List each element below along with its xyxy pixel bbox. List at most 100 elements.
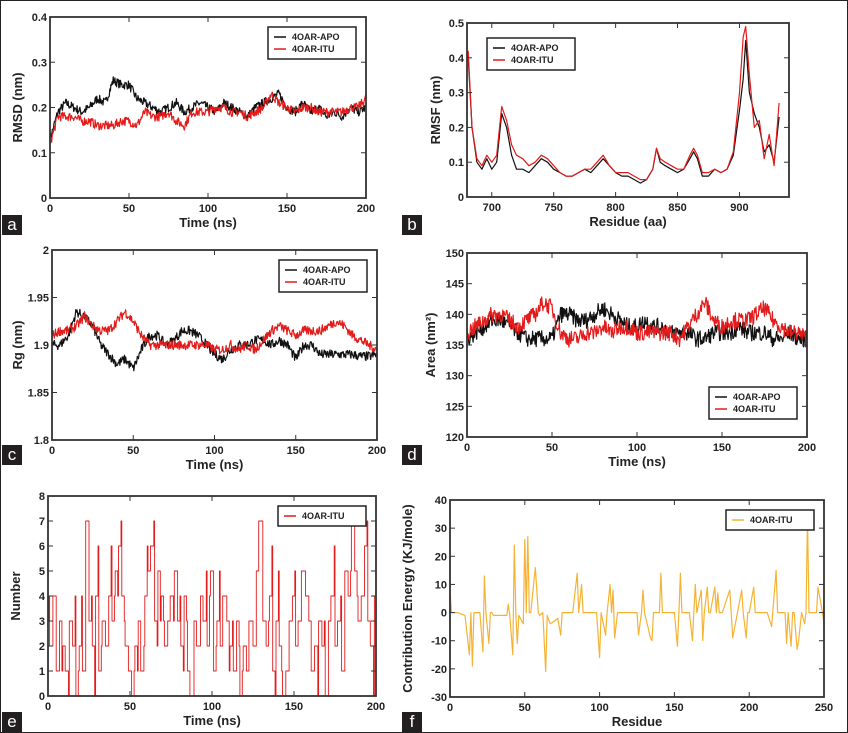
series-c-4oar-itu [51,309,378,355]
y-tick-label: 0.1 [449,157,464,169]
x-axis-label: Time (ns) [183,713,241,728]
x-tick-label: 150 [278,203,296,215]
y-tick-label: 1.8 [34,435,49,447]
y-tick-label: 135 [446,340,464,352]
y-tick-label: 0 [441,608,447,620]
y-tick-label: 1 [39,666,45,678]
x-tick-label: 100 [203,701,221,713]
y-tick-label: 3 [39,616,45,628]
legend-d: 4OAR-APO 4OAR-ITU [708,386,798,420]
y-tick-label: -20 [431,664,447,676]
y-axis-label: RMSD (nm) [10,72,25,142]
x-tick-label: 150 [665,702,683,714]
x-tick-label: 0 [447,702,453,714]
chart-b: 0 0.1 0.2 0.3 0.4 0.5 700 750 800 850 900 Residue (… [428,18,790,229]
x-axis-label: Residue (aa) [589,214,666,229]
chart-a: 0 0.1 0.2 0.3 0.4 0 50 100 150 200 Time (ns) RMSD (… [10,12,375,230]
y-tick-label: 0.4 [449,53,465,65]
plot-area-f [449,499,825,698]
legend-box [708,386,798,420]
chart-d: 120 125 130 135 140 145 150 0 50 100 150 200 Time (n… [423,248,816,469]
legend-entry: 4OAR-APO [292,32,340,42]
panel-label-a: a [2,215,22,235]
x-tick-label: 0 [49,445,55,457]
legend-a: 4OAR-APO 4OAR-ITU [267,26,357,60]
legend-e: 4OAR-ITU [277,505,367,527]
x-tick-label: 150 [713,442,731,454]
y-tick-label: 0 [458,192,464,204]
y-axis-label: Number [8,571,23,620]
y-tick-label: 0 [41,193,47,205]
x-tick-label: 100 [590,702,608,714]
legend-box [267,26,357,60]
x-tick-label: 250 [815,702,833,714]
y-tick-label: 120 [446,432,464,444]
y-tick-label: 1.85 [28,388,49,400]
y-tick-label: 0 [39,691,45,703]
y-tick-label: 130 [446,371,464,383]
y-tick-label: 145 [446,279,464,291]
x-axis-label: Time (ns) [608,454,666,469]
y-tick-label: 0.3 [449,88,464,100]
plot-area-b [466,22,790,198]
legend-entry: 4OAR-ITU [302,511,345,521]
panel-label-b: b [402,215,422,235]
legend-entry: 4OAR-ITU [733,404,776,414]
x-axis-label: Residue [612,714,663,729]
x-tick-label: 100 [205,445,223,457]
y-tick-label: 125 [446,401,464,413]
y-tick-label: 0.4 [32,12,48,24]
panel-label-e: e [2,712,22,732]
y-tick-label: 20 [435,551,447,563]
chart-e: 0 1 2 3 4 5 6 7 8 0 50 100 150 200 Time (ns) Number 4OAR… [8,491,385,728]
x-tick-label: 200 [357,203,375,215]
y-tick-label: -10 [431,636,447,648]
series-d-4oar-itu [466,296,808,348]
legend-entry: 4OAR-ITU [750,515,793,525]
x-tick-label: 50 [546,442,558,454]
y-axis-label: Rg (nm) [10,320,25,369]
y-tick-label: 8 [39,491,45,503]
legend-box [725,509,815,531]
x-tick-label: 800 [606,202,624,214]
y-tick-label: 0.1 [32,148,47,160]
chart-f: -30 -20 -10 0 10 20 30 40 0 50 100 150 200 250 Residue… [400,495,833,729]
y-tick-label: 7 [39,516,45,528]
y-tick-label: 1.95 [28,293,49,305]
y-axis-label: Area (nm²) [423,312,438,377]
series-b-4oar-apo [467,39,780,184]
x-tick-label: 50 [519,702,531,714]
x-tick-label: 0 [47,203,53,215]
y-tick-label: 40 [435,495,447,507]
y-tick-label: 150 [446,248,464,260]
x-tick-label: 0 [464,442,470,454]
panel-label-f: f [402,712,422,732]
x-tick-label: 200 [367,701,385,713]
x-tick-label: 750 [545,202,563,214]
y-axis-label: RMSF (nm) [428,76,443,145]
y-tick-label: 0.3 [32,57,47,69]
x-tick-label: 150 [285,701,303,713]
legend-box [278,259,368,293]
x-tick-label: 150 [287,445,305,457]
x-tick-label: 0 [45,701,51,713]
x-axis-label: Time (ns) [186,457,244,472]
x-tick-label: 50 [123,203,135,215]
legend-c: 4OAR-APO 4OAR-ITU [278,259,368,293]
y-tick-label: 5 [39,566,45,578]
legend-box [277,505,367,527]
y-tick-label: 10 [435,579,447,591]
legend-box [486,37,576,71]
panel-label-d: d [402,445,422,465]
y-tick-label: 140 [446,309,464,321]
x-axis-label: Time (ns) [179,215,237,230]
y-tick-label: 2 [43,245,49,257]
y-tick-label: 6 [39,541,45,553]
x-tick-label: 50 [127,445,139,457]
series-a-4oar-itu [49,91,367,144]
x-tick-label: 200 [368,445,386,457]
series-c-4oar-apo [51,308,378,372]
y-tick-label: 1.9 [34,340,49,352]
y-axis-label: Contribution Energy (KJ/mole) [400,504,415,693]
